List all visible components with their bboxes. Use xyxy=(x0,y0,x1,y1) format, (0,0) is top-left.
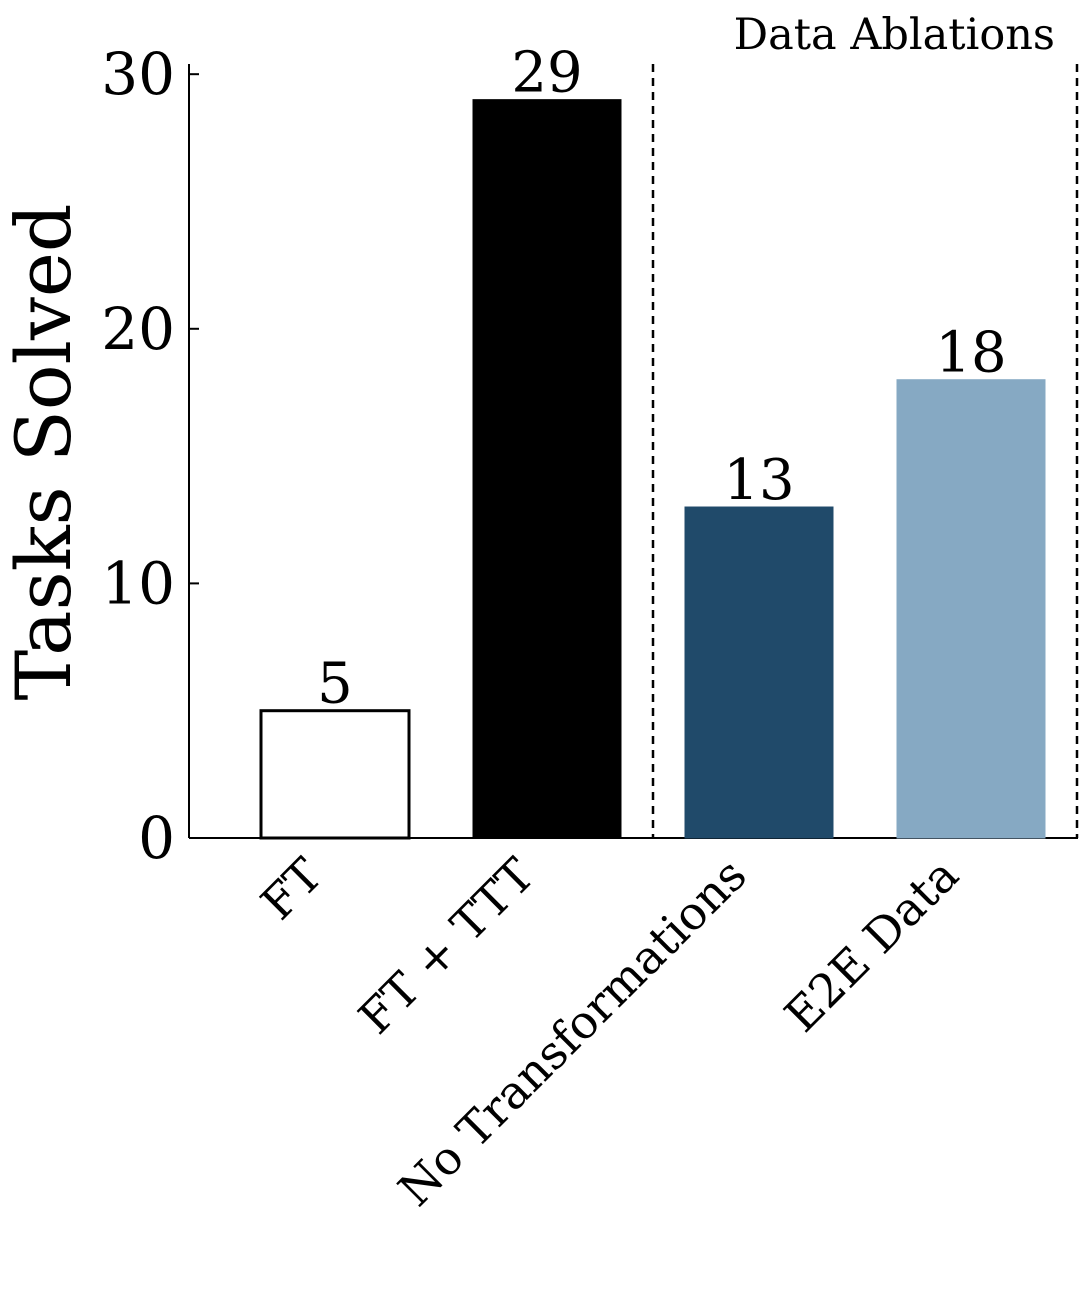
bar-2 xyxy=(684,506,834,839)
y-tick-label-10: 10 xyxy=(101,549,175,617)
category-label-3: E2E Data xyxy=(774,848,969,1043)
bar-0 xyxy=(259,709,411,840)
labels-layer: 5 FT 29 FT + TTT 13 No Transformations 18 E2E D… xyxy=(250,41,1006,1217)
y-axis-label: Tasks Solved xyxy=(0,203,88,700)
data-label-0: 5 xyxy=(317,652,353,717)
bars-layer xyxy=(259,99,1046,840)
axes-layer: 0 10 20 30 xyxy=(101,40,1079,872)
data-label-2: 13 xyxy=(723,448,794,513)
data-label-1: 29 xyxy=(511,41,582,106)
y-tick-label-30: 30 xyxy=(101,40,175,108)
bar-1 xyxy=(472,99,622,839)
category-label-0: FT xyxy=(250,847,333,930)
y-tick-label-0: 0 xyxy=(138,804,175,872)
category-label-1: FT + TTT xyxy=(348,847,545,1044)
bar-3 xyxy=(896,379,1046,839)
category-label-2: No Transformations xyxy=(388,848,757,1217)
data-ablations-annotation: Data Ablations xyxy=(734,10,1055,60)
data-label-3: 18 xyxy=(935,321,1006,386)
y-tick-label-20: 20 xyxy=(101,295,175,363)
